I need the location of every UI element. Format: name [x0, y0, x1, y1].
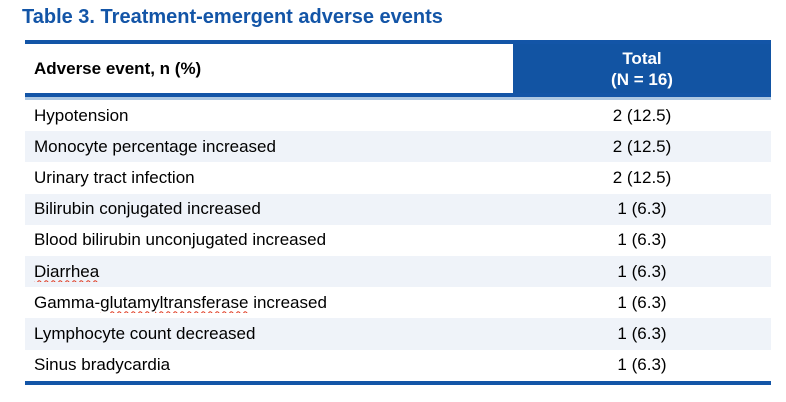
table-header-row: Adverse event, n (%) Total (N = 16) — [25, 44, 771, 97]
adverse-event-cell: Diarrhea — [25, 262, 513, 282]
column-header-adverse-event: Adverse event, n (%) — [25, 44, 513, 93]
event-text: Sinus bradycardia — [34, 355, 171, 375]
total-value-cell: 1 (6.3) — [617, 230, 667, 250]
column-header-total-line1: Total — [622, 48, 662, 68]
table-row: Urinary tract infection 2 (12.5) — [25, 162, 771, 194]
adverse-event-cell: Blood bilirubin unconjugated increased — [25, 230, 513, 250]
misspelled-text: glutamyltransferase — [100, 292, 249, 312]
table-row: Diarrhea 1 (6.3) — [25, 255, 771, 288]
adverse-event-cell: Bilirubin conjugated increased — [25, 199, 513, 219]
total-value-cell: 1 (6.3) — [617, 292, 667, 312]
table-row: Hypotension 2 (12.5) — [25, 100, 771, 132]
total-value-cell: 2 (12.5) — [612, 105, 672, 125]
event-text: Urinary tract infection — [34, 167, 195, 187]
table-row: Sinus bradycardia 1 (6.3) — [25, 349, 771, 381]
table-row: Bilirubin conjugated increased 1 (6.3) — [25, 193, 771, 225]
event-text: increased — [248, 292, 327, 312]
event-text: Gamma- — [34, 292, 101, 312]
adverse-event-cell: Gamma-glutamyltransferase increased — [25, 293, 513, 313]
adverse-event-cell: Monocyte percentage increased — [25, 137, 513, 157]
column-header-total-line2: (N = 16) — [611, 69, 673, 89]
table-row: Lymphocyte count decreased 1 (6.3) — [25, 318, 771, 350]
adverse-event-cell: Sinus bradycardia — [25, 355, 513, 375]
event-text: Blood bilirubin unconjugated increased — [34, 230, 327, 250]
table-title: Table 3. Treatment-emergent adverse even… — [22, 6, 443, 28]
misspelled-text: Diarrhea — [34, 261, 100, 281]
table-row: Monocyte percentage increased 2 (12.5) — [25, 131, 771, 163]
event-text: Hypotension — [34, 105, 129, 125]
event-text: Bilirubin conjugated increased — [34, 199, 261, 219]
column-header-total: Total (N = 16) — [513, 44, 771, 93]
adverse-event-cell: Urinary tract infection — [25, 168, 513, 188]
adverse-event-cell: Lymphocyte count decreased — [25, 324, 513, 344]
table-row: Blood bilirubin unconjugated increased 1 … — [25, 224, 771, 256]
total-value-cell: 1 (6.3) — [617, 261, 667, 281]
total-value-cell: 1 (6.3) — [617, 199, 667, 219]
adverse-events-table: Adverse event, n (%) Total (N = 16) Hypo… — [25, 40, 771, 385]
total-value-cell: 1 (6.3) — [617, 355, 667, 375]
total-value-cell: 2 (12.5) — [612, 167, 672, 187]
event-text: Monocyte percentage increased — [34, 136, 276, 156]
total-value-cell: 1 (6.3) — [617, 323, 667, 343]
table-body: Hypotension 2 (12.5) Monocyte percentage i… — [25, 100, 771, 385]
event-text: Lymphocyte count decreased — [34, 323, 256, 343]
adverse-event-cell: Hypotension — [25, 106, 513, 126]
total-value-cell: 2 (12.5) — [612, 136, 672, 156]
header-divider-light-rule — [25, 97, 771, 100]
table-row: Gamma-glutamyltransferase increased 1 (6.… — [25, 287, 771, 319]
